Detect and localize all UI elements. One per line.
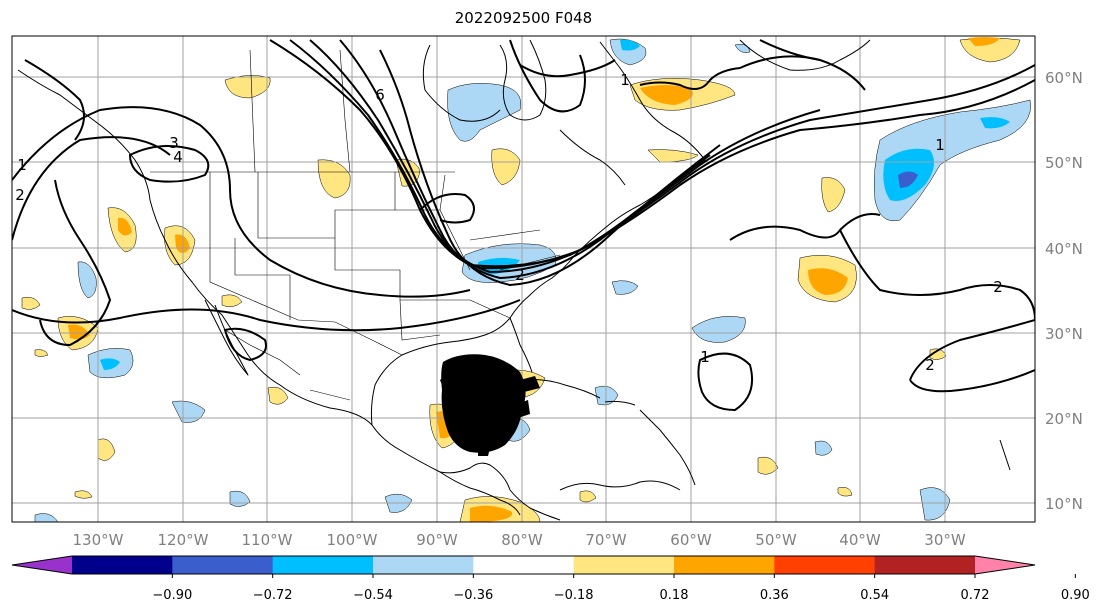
contour-labels: 34 6 1 2 1 1 2 2 1 2 — [15, 71, 1003, 374]
map-title: 2022092500 F048 — [454, 9, 593, 27]
colorbar-outline — [11, 555, 1036, 575]
longitude-label: 100°W — [327, 531, 378, 549]
colorbar-segment — [172, 556, 274, 574]
map-frame — [11, 35, 1036, 523]
political-borders — [150, 49, 561, 401]
contour-value-label: 3 — [169, 134, 179, 152]
latitude-label: 20°N — [1045, 410, 1083, 428]
colorbar-tick-label: −0.18 — [554, 588, 594, 603]
colorbar-tick-label: 0.18 — [660, 588, 689, 603]
colorbar-tick-label: −0.54 — [353, 588, 393, 603]
contour-value-label: 2 — [925, 356, 935, 374]
contour-value-label: 2 — [515, 266, 525, 284]
latitude-label: 50°N — [1045, 154, 1083, 172]
colorbar-segment — [573, 556, 675, 574]
latitude-label: 10°N — [1045, 495, 1083, 513]
longitude-label: 50°W — [755, 531, 797, 549]
longitude-label: 90°W — [416, 531, 458, 549]
colorbar-segment — [272, 556, 374, 574]
latitude-label: 40°N — [1045, 240, 1083, 258]
latitude-label: 30°N — [1045, 325, 1083, 343]
longitude-labels: 130°W 120°W 110°W 100°W 90°W 80°W 70°W 60°W 50°W… — [73, 531, 966, 549]
latitude-labels: 60°N 50°N 40°N 30°N 20°N 10°N — [1045, 69, 1083, 513]
longitude-label: 40°W — [839, 531, 881, 549]
colorbar-segment — [373, 556, 474, 574]
colorbar-tick-label: 0.90 — [1061, 588, 1090, 603]
colorbar-tick-label: −0.36 — [453, 588, 493, 603]
contour-value-label: 2 — [993, 278, 1003, 296]
contour-value-label: 4 — [173, 148, 183, 166]
longitude-label: 30°W — [924, 531, 966, 549]
longitude-label: 70°W — [585, 531, 627, 549]
contour-value-label: 1 — [935, 136, 945, 154]
storm-track-ensemble — [440, 354, 540, 456]
latitude-label: 60°N — [1045, 69, 1083, 87]
contour-lines — [12, 39, 1035, 412]
longitude-label: 130°W — [73, 531, 124, 549]
colorbar-segment — [473, 556, 575, 574]
colorbar-tick-label: 0.72 — [961, 588, 990, 603]
longitude-label: 80°W — [501, 531, 543, 549]
colorbar-tick-label: −0.90 — [152, 588, 192, 603]
colorbar-extend-high — [975, 556, 1035, 574]
colorbar — [11, 555, 1036, 575]
contour-value-label: 1 — [17, 156, 27, 174]
longitude-label: 110°W — [242, 531, 293, 549]
colorbar-tick-label: −0.72 — [253, 588, 293, 603]
contour-value-label: 1 — [620, 71, 630, 89]
colorbar-segment — [72, 556, 173, 574]
contour-value-label: 2 — [15, 186, 25, 204]
contour-value-label: 1 — [700, 348, 710, 366]
colorbar-tick-label: 0.36 — [760, 588, 789, 603]
contour-value-label: 6 — [375, 86, 385, 104]
colorbar-tick-labels: −0.90 −0.72 −0.54 −0.36 −0.18 0.18 0.36 0.54 0.7… — [152, 574, 1090, 603]
colorbar-segment — [774, 556, 876, 574]
colorbar-segment — [674, 556, 775, 574]
longitude-label: 60°W — [670, 531, 712, 549]
colorbar-segment — [874, 556, 976, 574]
colorbar-extend-low — [12, 556, 72, 574]
longitude-label: 120°W — [158, 531, 209, 549]
colorbar-tick-label: 0.54 — [860, 588, 889, 603]
